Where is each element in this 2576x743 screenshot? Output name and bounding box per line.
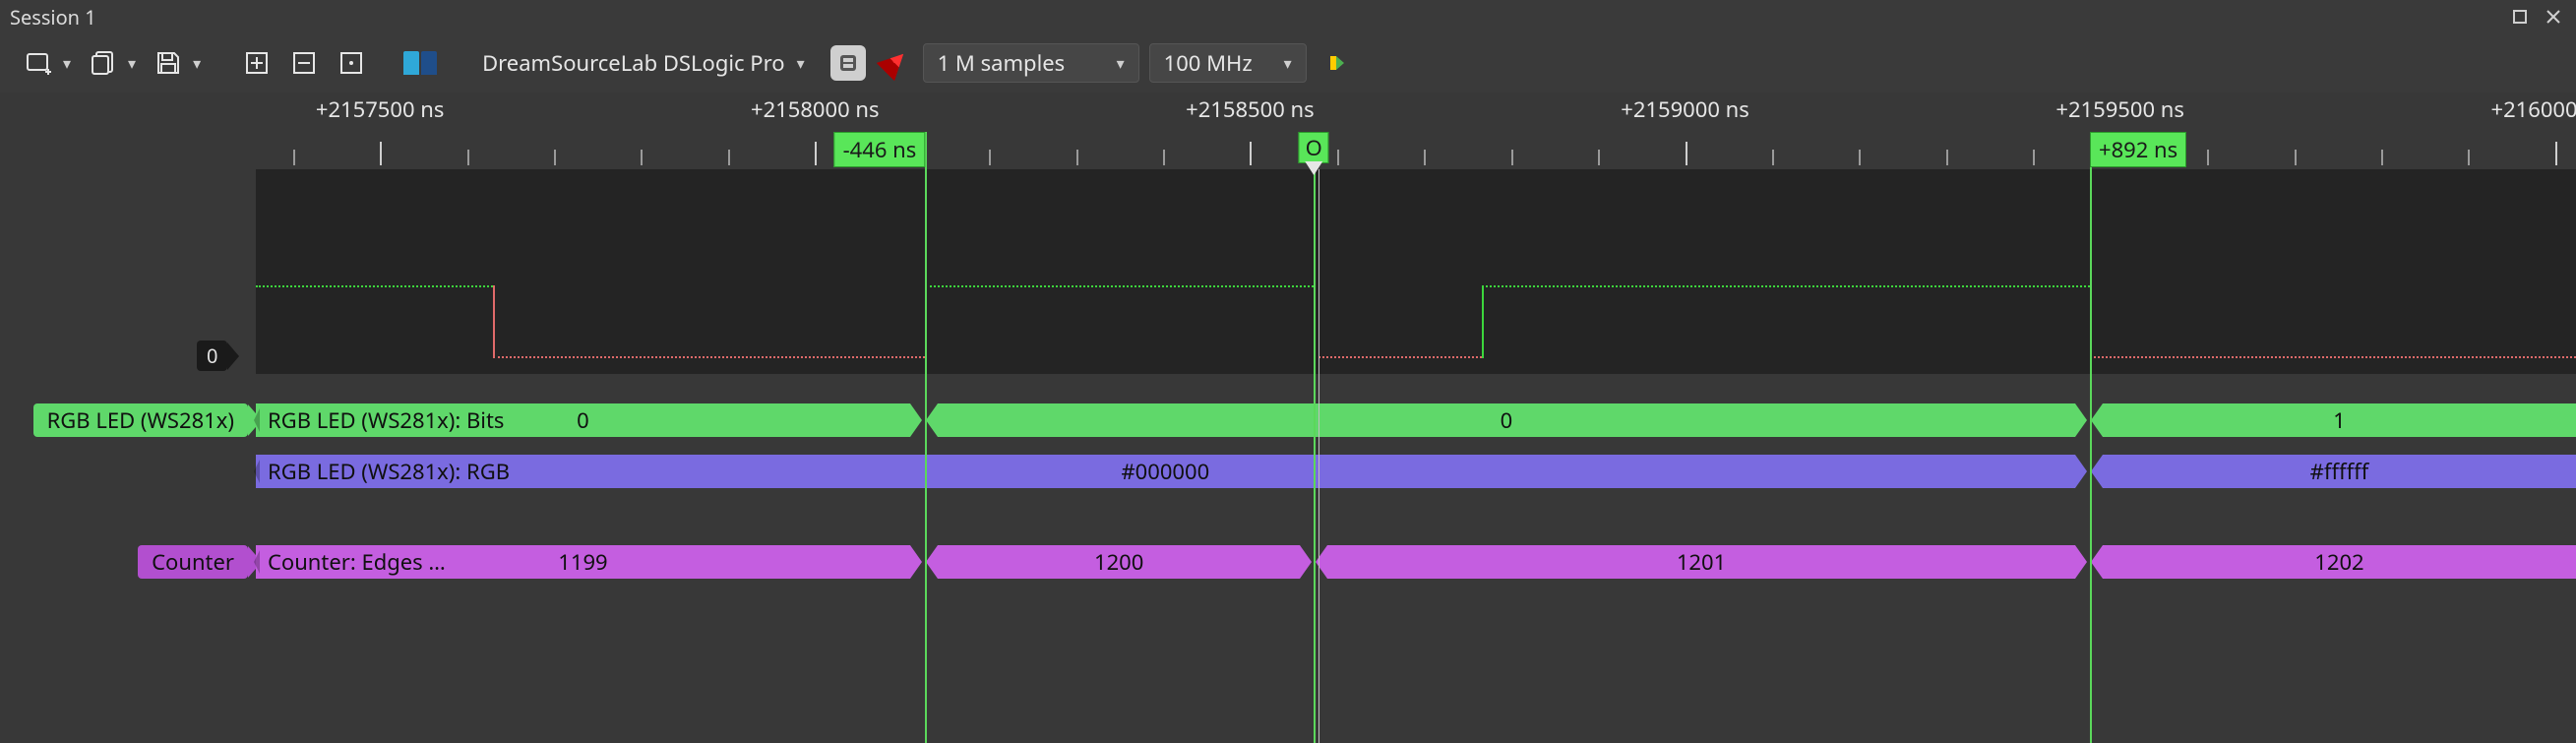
sample-count-value: 1 M samples — [938, 48, 1066, 78]
zoom-in-button[interactable] — [238, 44, 276, 82]
decoder-row: 001RGB LED (WS281x): Bits — [256, 403, 2576, 437]
device-label-text: DreamSourceLab DSLogic Pro — [482, 48, 784, 78]
new-session-dropdown[interactable]: ▾ — [59, 52, 75, 74]
signal-lane[interactable] — [256, 169, 2576, 374]
window-maximize-button[interactable] — [2507, 4, 2533, 30]
decoder-row-head[interactable]: Counter: Edges … — [256, 545, 458, 579]
sample-count-select[interactable]: 1 M samples ▾ — [923, 43, 1139, 83]
channel-gutter: 0 RGB LED (WS281x) Counter — [0, 93, 256, 743]
toolbar: ▾ ▾ ▾ DreamSourceLab DSLogic Pro ▾ 1 M s… — [0, 33, 2576, 93]
decoder-annotation[interactable]: 1200 — [938, 545, 1300, 579]
ruler-time-label: +2159000 ns — [1621, 94, 1749, 124]
decoder-row-head[interactable]: RGB LED (WS281x): Bits — [256, 403, 516, 437]
decoder-annotation[interactable]: #ffffff — [2103, 455, 2576, 488]
ruler-time-label: +2158000 ns — [751, 94, 880, 124]
sample-rate-value: 100 MHz — [1164, 48, 1253, 78]
main-view: 0RGB LED (WS281x)Counter +2157500 ns+215… — [0, 93, 2576, 743]
open-dropdown[interactable]: ▾ — [124, 52, 140, 74]
flag-a-icon — [403, 51, 419, 75]
waveform-canvas[interactable]: +2157500 ns +2158000 ns +2158500 ns +215900… — [256, 93, 2576, 743]
decoder-annotation[interactable]: 1202 — [2103, 545, 2576, 579]
time-ruler[interactable]: +2157500 ns +2158000 ns +2158500 ns +215900… — [256, 93, 2576, 169]
signal-segment — [925, 285, 1314, 287]
signal-segment — [256, 285, 493, 287]
open-button[interactable] — [85, 44, 122, 82]
decoder-annotation[interactable]: 1 — [2103, 403, 2576, 437]
ruler-time-label: +2160000 ns — [2491, 94, 2576, 124]
ruler-time-label: +2159500 ns — [2055, 94, 2184, 124]
signal-edge — [493, 285, 495, 358]
cursor-line[interactable] — [925, 132, 927, 743]
run-capture-button[interactable] — [1317, 44, 1354, 82]
probe-button[interactable] — [876, 44, 913, 82]
save-dropdown[interactable]: ▾ — [189, 52, 205, 74]
zoom-out-button[interactable] — [285, 44, 323, 82]
decoder-row-head[interactable]: RGB LED (WS281x): RGB — [256, 455, 521, 488]
signal-edge — [1482, 285, 1484, 358]
decoder-annotation[interactable]: 1201 — [1327, 545, 2074, 579]
marker-flags-button[interactable] — [403, 51, 437, 75]
new-session-button[interactable] — [20, 44, 57, 82]
decoder-row: 1199120012011202Counter: Edges … — [256, 545, 2576, 579]
origin-line[interactable] — [1314, 132, 1316, 743]
signal-segment — [1314, 356, 1482, 358]
title-bar: Session 1 — [0, 0, 2576, 33]
decoder-row: #000000#ffffffRGB LED (WS281x): RGB — [256, 455, 2576, 488]
signal-segment — [1482, 285, 2090, 287]
device-selector[interactable]: DreamSourceLab DSLogic Pro ▾ — [470, 48, 821, 78]
origin-flag[interactable]: O — [1299, 132, 1329, 163]
channel-label[interactable]: 0 — [197, 341, 227, 371]
wave-area: 001RGB LED (WS281x): Bits#000000#ffffffR… — [256, 169, 2576, 743]
decoder-annotation[interactable]: 0 — [938, 403, 2074, 437]
cursor-line[interactable] — [2090, 132, 2092, 743]
signal-segment — [493, 356, 926, 358]
device-dropdown-arrow: ▾ — [793, 52, 809, 74]
flag-b-icon — [421, 51, 437, 75]
sample-rate-select[interactable]: 100 MHz ▾ — [1149, 43, 1307, 83]
device-config-button[interactable] — [830, 45, 866, 81]
window-title: Session 1 — [10, 4, 96, 31]
decoder-tag[interactable]: Counter — [138, 545, 248, 579]
probe-icon — [876, 45, 912, 82]
zoom-fit-button[interactable] — [333, 44, 370, 82]
ruler-time-label: +2158500 ns — [1186, 94, 1315, 124]
window-close-button[interactable] — [2541, 4, 2566, 30]
decoder-tag[interactable]: RGB LED (WS281x) — [33, 403, 248, 437]
run-icon — [1324, 52, 1346, 74]
cursor-flag[interactable]: +892 ns — [2090, 132, 2186, 167]
cursor-flag[interactable]: -446 ns — [834, 132, 926, 167]
ruler-time-label: +2157500 ns — [316, 94, 445, 124]
save-button[interactable] — [150, 44, 187, 82]
signal-segment — [2090, 356, 2576, 358]
